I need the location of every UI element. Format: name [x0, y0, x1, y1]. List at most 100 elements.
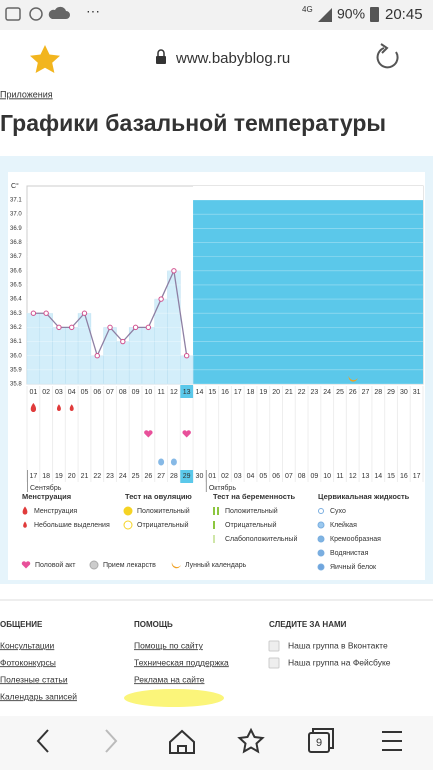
footer-link[interactable]: Реклама на сайте: [134, 674, 205, 684]
y-axis-label: C°: [11, 182, 19, 190]
temperature-bar: [77, 312, 92, 385]
menu-button[interactable]: [382, 731, 402, 751]
x-tick-label: 18: [247, 389, 255, 396]
future-area: [193, 200, 423, 384]
today-box: [180, 470, 194, 483]
y-tick-label: 36.2: [10, 325, 22, 331]
temperature-point: [56, 324, 62, 331]
x-tick-label: 21: [285, 389, 293, 396]
footer-link[interactable]: Фотоконкурсы: [0, 657, 56, 667]
temperature-point: [107, 324, 113, 331]
legend-icon: [123, 520, 133, 530]
date-label: 23: [106, 473, 114, 480]
url[interactable]: www.babyblog.ru: [175, 50, 290, 67]
footer-heading: ОБЩЕНИЕ: [0, 620, 43, 629]
legend-icon: [123, 506, 133, 516]
x-tick-label: 16: [221, 389, 229, 396]
footer-heading: ПОМОЩЬ: [134, 620, 173, 629]
date-label: 24: [119, 473, 127, 480]
temperature-point: [145, 324, 152, 331]
legend-title: Цервикальная жидкость: [318, 492, 410, 501]
back-button[interactable]: [36, 729, 49, 753]
legend-item: Положительный: [137, 507, 190, 515]
x-tick-label: 05: [81, 389, 89, 396]
date-label: 03: [234, 473, 242, 480]
x-tick-label: 29: [387, 389, 395, 396]
forward-button[interactable]: [105, 729, 118, 753]
date-label: 15: [387, 473, 395, 480]
footer-link[interactable]: Помощь по сайту: [134, 640, 204, 650]
bookmark-star[interactable]: [30, 45, 60, 73]
home-button[interactable]: [169, 729, 195, 754]
x-tick-label: 26: [349, 389, 357, 396]
date-label: 09: [311, 473, 319, 480]
temperature-point: [43, 310, 49, 316]
x-tick-label: 11: [157, 389, 164, 396]
x-tick-label: 22: [298, 389, 306, 396]
more-icon: ···: [86, 3, 100, 19]
egg-white-icon: [170, 458, 177, 466]
x-tick-label: 06: [93, 389, 101, 396]
date-label: 27: [157, 473, 165, 480]
legend-icon: [213, 521, 215, 529]
highlight: [124, 689, 224, 707]
y-tick-label: 36.6: [10, 268, 22, 274]
temperature-bar: [39, 312, 53, 385]
temperature-point: [171, 268, 177, 274]
date-label: 16: [400, 473, 408, 480]
temperature-point: [183, 352, 190, 359]
temperature-point: [132, 324, 139, 331]
temperature-point: [158, 296, 164, 302]
month-label: Октябрь: [209, 484, 236, 492]
date-label: 19: [55, 473, 63, 480]
legend-icon: [317, 549, 325, 557]
breadcrumb[interactable]: Приложения: [0, 89, 53, 99]
legend-icon: [213, 507, 215, 515]
date-label: 26: [144, 473, 152, 480]
legend-item: Сухо: [330, 508, 346, 515]
y-tick-label: 36.0: [10, 353, 22, 359]
date-label: 13: [362, 473, 370, 480]
date-label: 02: [221, 473, 229, 480]
x-tick-label: 07: [106, 389, 114, 396]
legend-item: Яичный белок: [330, 563, 377, 571]
bookmarks-button[interactable]: [237, 727, 265, 754]
footer-link[interactable]: Календарь записей: [0, 691, 77, 701]
chart: C° 35.8 35.9 36.0 36.1 36.2 36.3 36.4 36.5 36.6 36…: [10, 182, 424, 571]
footer-link[interactable]: Наша группа в Вконтакте: [288, 640, 388, 650]
x-tick-label: 19: [259, 389, 267, 396]
gallery-icon: [5, 7, 21, 21]
x-tick-label: 20: [272, 389, 280, 396]
y-tick-label: 36.5: [10, 283, 22, 289]
footer-link[interactable]: Наша группа на Фейсбуке: [288, 657, 391, 667]
footer-link[interactable]: Консультации: [0, 640, 55, 650]
temperature-point: [94, 352, 100, 359]
viber-icon: [29, 7, 43, 21]
tabs-button[interactable]: [308, 732, 330, 753]
date-label: 12: [349, 473, 357, 480]
legend-item: Водянистая: [330, 550, 369, 557]
date-label: 06: [272, 473, 280, 480]
date-label: 10: [323, 473, 331, 480]
month-label: Сентябрь: [30, 484, 62, 492]
y-tick-label: 36.4: [10, 297, 22, 303]
date-label: 18: [42, 473, 50, 480]
date-label: 29: [183, 473, 191, 480]
footer-link[interactable]: Полезные статьи: [0, 674, 68, 684]
legend-item: Отрицательный: [137, 521, 189, 529]
temperature-bar: [116, 341, 130, 385]
footer-link[interactable]: Техническая поддержка: [134, 657, 229, 667]
spotting-icon: [56, 404, 61, 411]
reload-icon[interactable]: [376, 47, 399, 69]
y-tick-label: 36.8: [10, 240, 22, 246]
network: 4G: [302, 5, 313, 14]
reload-arrow: [380, 43, 389, 54]
signal-icon: [318, 8, 332, 22]
x-tick-label: 13: [183, 389, 191, 396]
date-label: 14: [374, 473, 382, 480]
y-tick-label: 36.3: [10, 311, 22, 317]
date-label: 28: [170, 473, 178, 480]
today-box: [180, 385, 194, 398]
